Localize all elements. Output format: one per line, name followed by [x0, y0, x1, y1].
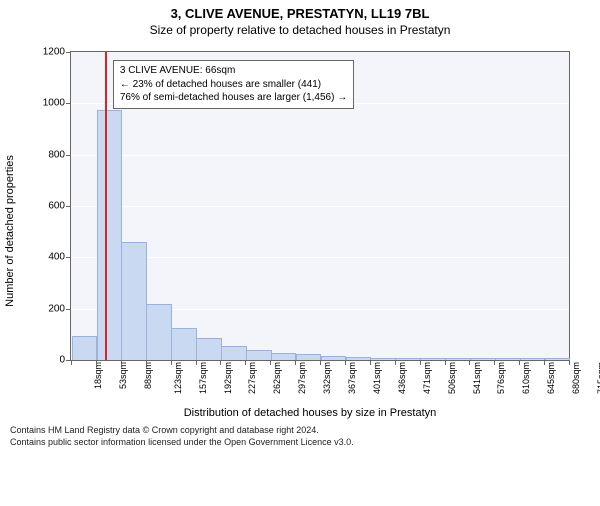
x-tick-mark [96, 360, 97, 365]
x-tick-mark [544, 360, 545, 365]
info-box-line: 3 CLIVE AVENUE: 66sqm [120, 64, 347, 78]
x-tick-label: 367sqm [347, 362, 357, 394]
histogram-bar [246, 350, 272, 360]
histogram-bar [520, 358, 546, 360]
y-tick-label: 600 [48, 201, 65, 212]
histogram-bar [470, 358, 496, 360]
chart-container: Number of detached properties 0200400600… [40, 41, 580, 421]
x-tick-label: 297sqm [297, 362, 307, 394]
x-tick-mark [171, 360, 172, 365]
histogram-bar [146, 304, 172, 360]
x-tick-mark [196, 360, 197, 365]
x-tick-mark [445, 360, 446, 365]
y-tick-mark [66, 257, 71, 258]
x-tick-label: 401sqm [372, 362, 382, 394]
histogram-bar [196, 338, 222, 360]
x-tick-label: 541sqm [472, 362, 482, 394]
histogram-bar [445, 358, 471, 360]
histogram-bar [420, 358, 446, 360]
x-tick-label: 88sqm [143, 362, 153, 389]
x-tick-label: 645sqm [546, 362, 556, 394]
info-box-line: 76% of semi-detached houses are larger (… [120, 91, 347, 105]
y-tick-label: 200 [48, 303, 65, 314]
y-tick-label: 400 [48, 252, 65, 263]
x-tick-mark [245, 360, 246, 365]
histogram-bar [271, 353, 297, 360]
page-subtitle: Size of property relative to detached ho… [0, 23, 600, 37]
x-tick-mark [121, 360, 122, 365]
x-tick-label: 53sqm [118, 362, 128, 389]
x-tick-label: 715sqm [596, 362, 600, 394]
x-tick-mark [295, 360, 296, 365]
x-tick-label: 332sqm [322, 362, 332, 394]
x-tick-label: 436sqm [397, 362, 407, 394]
y-tick-label: 1000 [43, 98, 65, 109]
x-tick-mark [345, 360, 346, 365]
gridline [71, 155, 569, 156]
x-tick-label: 610sqm [521, 362, 531, 394]
x-tick-label: 227sqm [247, 362, 257, 394]
x-tick-mark [395, 360, 396, 365]
y-tick-label: 1200 [43, 47, 65, 58]
y-tick-mark [66, 155, 71, 156]
histogram-bar [97, 110, 123, 360]
histogram-bar [395, 358, 421, 360]
x-tick-mark [220, 360, 221, 365]
x-tick-mark [146, 360, 147, 365]
x-tick-mark [494, 360, 495, 365]
histogram-bar [495, 358, 521, 360]
x-tick-label: 192sqm [223, 362, 233, 394]
y-axis-label: Number of detached properties [4, 155, 16, 307]
x-tick-mark [370, 360, 371, 365]
x-tick-label: 18sqm [93, 362, 103, 389]
gridline [71, 206, 569, 207]
x-tick-label: 576sqm [496, 362, 506, 394]
footer-line-2: Contains public sector information licen… [10, 437, 600, 449]
info-box-line: ← 23% of detached houses are smaller (44… [120, 78, 347, 92]
x-tick-label: 680sqm [571, 362, 581, 394]
page-title: 3, CLIVE AVENUE, PRESTATYN, LL19 7BL [0, 6, 600, 21]
y-tick-mark [66, 52, 71, 53]
histogram-bar [296, 354, 322, 360]
histogram-bar [370, 358, 396, 360]
histogram-bar [121, 242, 147, 360]
footer-line-1: Contains HM Land Registry data © Crown c… [10, 425, 600, 437]
x-tick-mark [71, 360, 72, 365]
x-tick-label: 262sqm [272, 362, 282, 394]
x-tick-label: 123sqm [173, 362, 183, 394]
x-axis-label: Distribution of detached houses by size … [40, 407, 580, 419]
histogram-bar [72, 336, 98, 360]
x-tick-mark [320, 360, 321, 365]
plot-area: 02004006008001000120018sqm53sqm88sqm123s… [70, 51, 570, 361]
x-tick-label: 157sqm [198, 362, 208, 394]
info-box: 3 CLIVE AVENUE: 66sqm← 23% of detached h… [113, 60, 354, 109]
histogram-bar [545, 358, 571, 360]
histogram-bar [171, 328, 197, 360]
x-tick-mark [519, 360, 520, 365]
y-tick-mark [66, 309, 71, 310]
property-marker-line [105, 52, 107, 360]
footer: Contains HM Land Registry data © Crown c… [10, 425, 600, 448]
x-tick-label: 471sqm [422, 362, 432, 394]
histogram-bar [221, 346, 247, 360]
y-tick-mark [66, 103, 71, 104]
x-tick-mark [469, 360, 470, 365]
y-tick-mark [66, 206, 71, 207]
x-tick-mark [420, 360, 421, 365]
y-tick-label: 800 [48, 149, 65, 160]
histogram-bar [346, 357, 372, 360]
x-tick-mark [569, 360, 570, 365]
x-tick-mark [270, 360, 271, 365]
y-tick-label: 0 [59, 355, 65, 366]
x-tick-label: 506sqm [447, 362, 457, 394]
histogram-bar [321, 356, 347, 360]
